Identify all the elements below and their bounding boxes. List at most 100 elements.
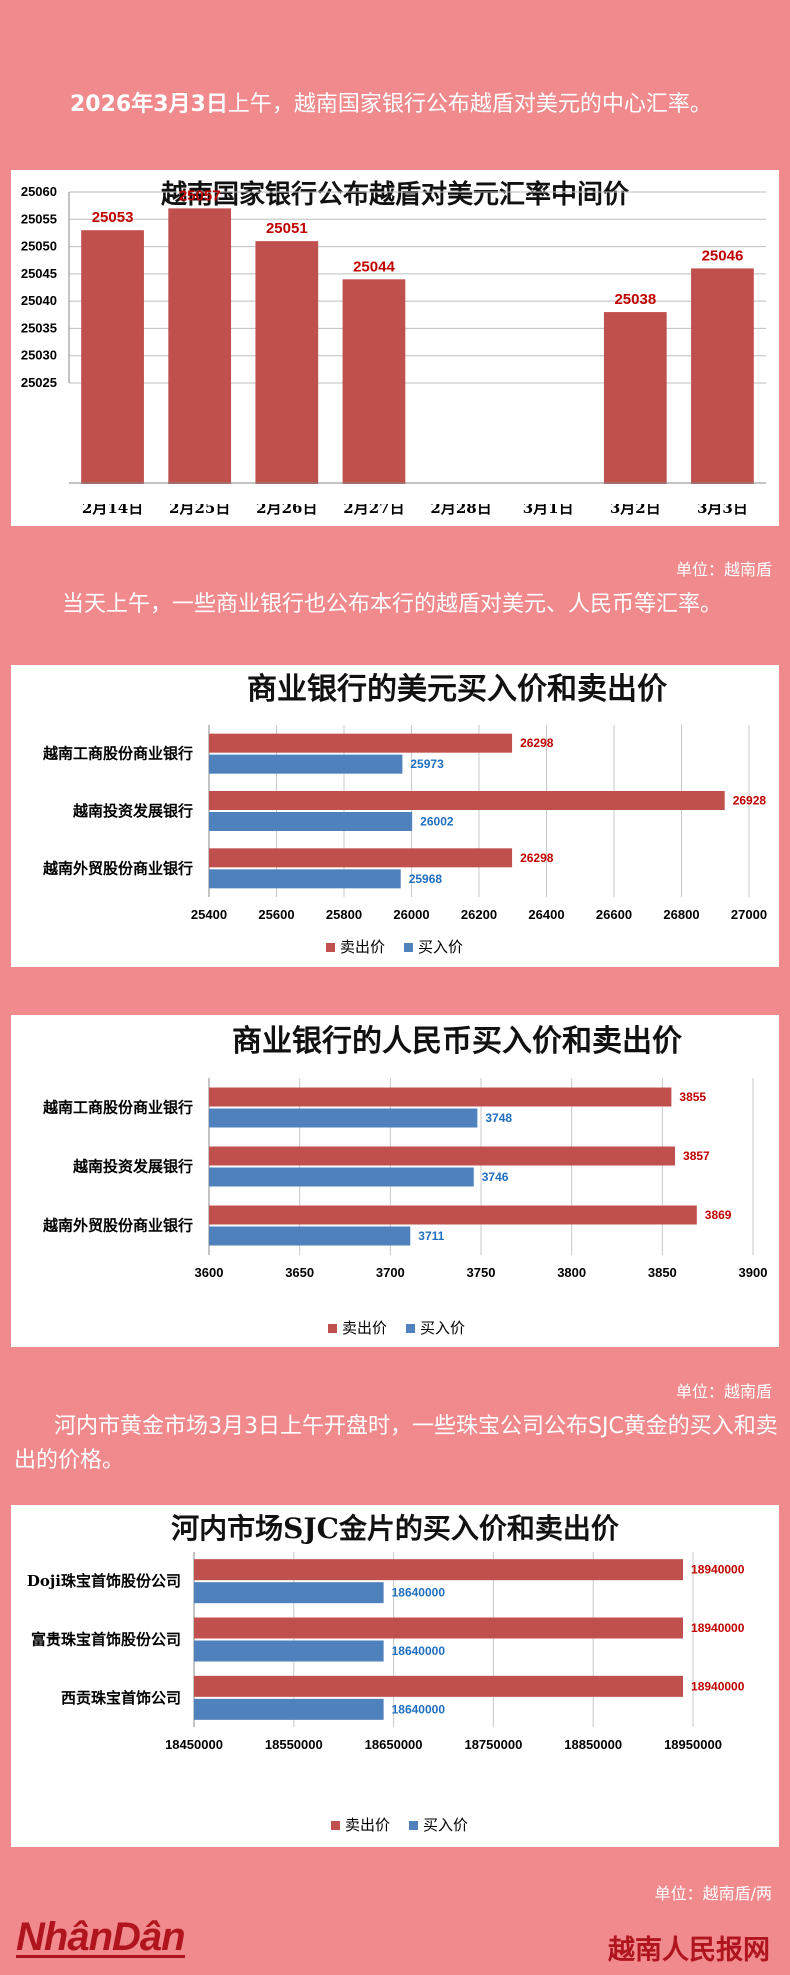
buy-data-label: 26002 (420, 815, 454, 829)
x-tick-label: 25800 (326, 907, 362, 922)
nhandan-logo: NhânDân (16, 1915, 186, 1960)
sell-data-label: 18940000 (691, 1679, 745, 1693)
buy-bar (209, 869, 401, 889)
x-tick-label: 26800 (663, 907, 699, 922)
legend-label-sell: 卖出价 (342, 1319, 387, 1337)
buy-data-label: 25973 (410, 757, 444, 771)
x-tick-label: 18950000 (664, 1737, 722, 1752)
sell-bar (194, 1675, 684, 1697)
legend-label-buy: 买入价 (423, 1816, 468, 1834)
data-label: 25057 (179, 187, 221, 204)
legend-swatch-sell (331, 1821, 340, 1830)
sell-bar (209, 1146, 676, 1166)
sell-bar (209, 1087, 672, 1107)
y-tick-label: 25050 (21, 239, 57, 254)
y-tick-label: 25045 (21, 266, 57, 281)
buy-bar (209, 754, 403, 774)
legend-swatch-sell (326, 943, 335, 952)
legend-label-sell: 卖出价 (340, 938, 385, 956)
bar (342, 279, 406, 503)
buy-bar (209, 812, 413, 831)
sell-bar (209, 791, 725, 810)
x-tick-label: 18850000 (564, 1737, 622, 1752)
sell-data-label: 3855 (679, 1090, 706, 1104)
sell-bar (194, 1559, 684, 1581)
sell-data-label: 3857 (683, 1149, 710, 1163)
buy-data-label: 3748 (485, 1111, 512, 1125)
x-tick-label: 3600 (195, 1265, 224, 1280)
buy-data-label: 18640000 (392, 1586, 446, 1600)
sell-data-label: 26928 (733, 794, 767, 808)
x-tick-label: 3850 (648, 1265, 677, 1280)
y-tick-label: 25060 (21, 184, 57, 199)
category-label: 西贡珠宝首饰公司 (61, 1689, 181, 1707)
x-tick-label: 25600 (258, 907, 294, 922)
x-tick-label: 26200 (461, 907, 497, 922)
category-label: 越南外贸股份商业银行 (42, 1217, 193, 1235)
logo-text: NhânDân (16, 1915, 186, 1959)
buy-bar (209, 1167, 474, 1187)
y-tick-label: 25030 (21, 348, 57, 363)
y-tick-label: 25035 (21, 320, 57, 335)
category-label: 越南投资发展银行 (72, 1158, 193, 1176)
legend-swatch-buy (404, 943, 413, 952)
buy-bar (194, 1582, 384, 1604)
site-name: 越南人民报网 (608, 1935, 770, 1966)
chart-panel-central-rate: 越南国家银行公布越盾对美元汇率中间价 25025 25030 25035 25040 25… (11, 170, 779, 526)
x-tick-label: 26600 (596, 907, 632, 922)
x-tick-label: 26000 (393, 907, 429, 922)
chart-title: 越南国家银行公布越盾对美元汇率中间价 (161, 179, 630, 210)
bar (81, 230, 144, 503)
buy-bar (194, 1698, 384, 1720)
usd-rate-chart: 商业银行的美元买入价和卖出价 25400 25600 25800 26000 26200 2… (42, 672, 767, 956)
bar (691, 268, 754, 503)
chart-panel-usd: 商业银行的美元买入价和卖出价 25400 25600 25800 26000 26200 2… (11, 665, 779, 967)
intro-text-3: 河内市黄金市场3月3日上午开盘时，一些珠宝公司公布SJC黄金的买入和卖出的价格。 (14, 1414, 778, 1473)
legend-swatch-sell (328, 1324, 337, 1333)
category-label: Doji珠宝首饰股份公司 (27, 1572, 181, 1590)
sell-bar (209, 1205, 697, 1225)
legend-swatch-buy (409, 1821, 418, 1830)
x-tick-label: 18450000 (165, 1737, 223, 1752)
central-rate-chart: 越南国家银行公布越盾对美元汇率中间价 25025 25030 25035 25040 25… (21, 179, 767, 517)
buy-data-label: 25968 (409, 872, 443, 886)
x-tick-label: 3700 (376, 1265, 405, 1280)
buy-bar (194, 1640, 384, 1662)
y-tick-label: 25025 (21, 375, 57, 390)
chart-title: 河内市场SJC金片的买入价和卖出价 (171, 1512, 620, 1545)
sell-bar (209, 848, 513, 868)
sell-data-label: 26298 (520, 851, 554, 865)
y-tick-label: 25055 (21, 211, 57, 226)
data-label: 25044 (353, 258, 395, 275)
intro-paragraph-2: 当天上午，一些商业银行也公布本行的越盾对美元、人民币等汇率。 (14, 588, 778, 622)
data-label: 25046 (702, 247, 744, 264)
data-label: 25038 (614, 291, 656, 308)
buy-bar (209, 1226, 411, 1246)
data-label: 25053 (92, 209, 134, 226)
chart-title: 商业银行的人民币买入价和卖出价 (232, 1024, 682, 1059)
buy-bar (209, 1108, 478, 1128)
category-label: 富贵珠宝首饰股份公司 (31, 1631, 181, 1649)
x-tick-label: 27000 (731, 907, 767, 922)
baseline-mask (70, 484, 767, 504)
category-label: 越南外贸股份商业银行 (42, 859, 193, 877)
legend-label-buy: 买入价 (420, 1319, 465, 1337)
legend-swatch-buy (406, 1324, 415, 1333)
y-tick-label: 25040 (21, 293, 57, 308)
intro-paragraph-1: 2026年3月3日上午，越南国家银行公布越盾对美元的中心汇率。 (14, 88, 778, 122)
sell-bar (209, 733, 513, 753)
unit-label-2: 单位：越南盾 (675, 1382, 772, 1401)
x-tick-label: 3750 (467, 1265, 496, 1280)
buy-data-label: 18640000 (392, 1644, 446, 1658)
sell-bar (194, 1617, 684, 1639)
category-label: 越南工商股份商业银行 (42, 1099, 193, 1117)
gold-price-chart: 河内市场SJC金片的买入价和卖出价 18450000 18550000 1865000… (27, 1512, 745, 1834)
x-tick-label: 3650 (285, 1265, 314, 1280)
unit-label-1: 单位：越南盾 (675, 560, 772, 579)
buy-data-label: 3711 (418, 1229, 444, 1243)
data-label: 25051 (266, 220, 308, 237)
sell-data-label: 18940000 (691, 1563, 745, 1577)
sell-data-label: 18940000 (691, 1621, 745, 1635)
cny-rate-chart: 商业银行的人民币买入价和卖出价 3600 3650 3700 3750 3800 3850 3… (42, 1024, 767, 1337)
legend-label-buy: 买入价 (418, 938, 463, 956)
